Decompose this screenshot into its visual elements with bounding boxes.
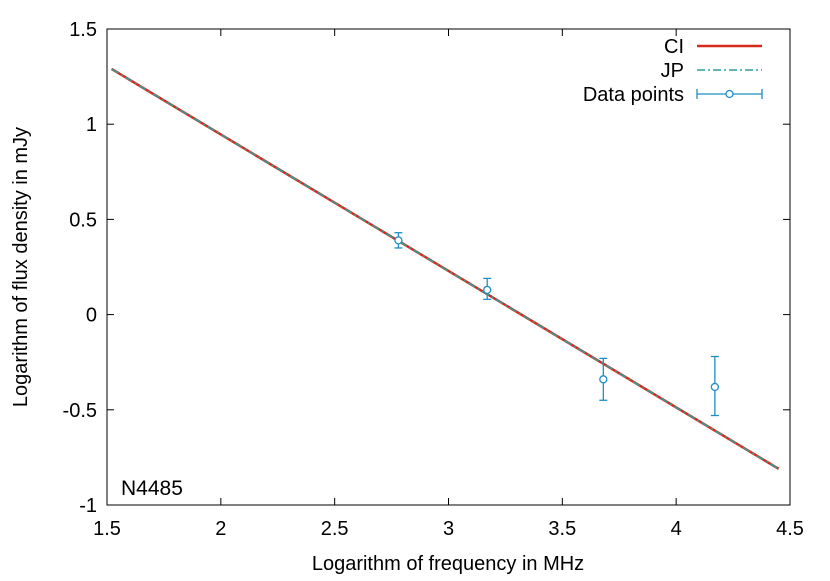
x-tick-label-3: 3: [443, 518, 454, 540]
ticks: 1.5 2 2.5 3 3.5 4 4.5 -1 -0.5 0 0.5 1 1.5: [63, 19, 804, 540]
y-tick-label-0: -1: [79, 495, 97, 517]
data-points: [394, 232, 720, 417]
data-point-2: [599, 357, 608, 401]
y-tick-label-1: -0.5: [63, 400, 97, 422]
x-axis-label: Logarithm of frequency in MHz: [312, 553, 584, 575]
data-point-0: [394, 232, 403, 249]
plot-frame: [106, 28, 791, 506]
legend-label-data-points: Data points: [583, 84, 684, 106]
y-axis-label: Logarithm of flux density in mJy: [10, 127, 32, 407]
legend-label-ci: CI: [664, 36, 684, 58]
x-tick-label-0: 1.5: [93, 518, 121, 540]
legend-label-jp: JP: [661, 60, 684, 82]
x-tick-label-2: 2.5: [321, 518, 349, 540]
data-point-3: [710, 355, 720, 417]
data-point-marker-0: [394, 236, 403, 245]
y-tick-label-4: 1: [86, 114, 97, 136]
x-tick-label-6: 4.5: [776, 518, 804, 540]
legend-swatch-data-points: [696, 89, 763, 99]
data-point-marker-1: [483, 285, 492, 294]
x-tick-label-1: 2: [215, 518, 226, 540]
x-tick-label-5: 4: [671, 518, 682, 540]
series-line-jp: [111, 68, 780, 470]
data-point-1: [483, 277, 492, 301]
x-tick-label-4: 3.5: [548, 518, 576, 540]
legend: CI JP Data points: [583, 36, 763, 106]
chart-annotation: N4485: [121, 477, 183, 500]
y-tick-label-3: 0.5: [69, 209, 97, 231]
y-tick-label-2: 0: [86, 305, 97, 327]
data-point-marker-2: [599, 375, 608, 384]
data-point-marker-3: [710, 382, 720, 392]
y-tick-label-5: 1.5: [69, 19, 97, 41]
series-lines: [110, 67, 780, 470]
